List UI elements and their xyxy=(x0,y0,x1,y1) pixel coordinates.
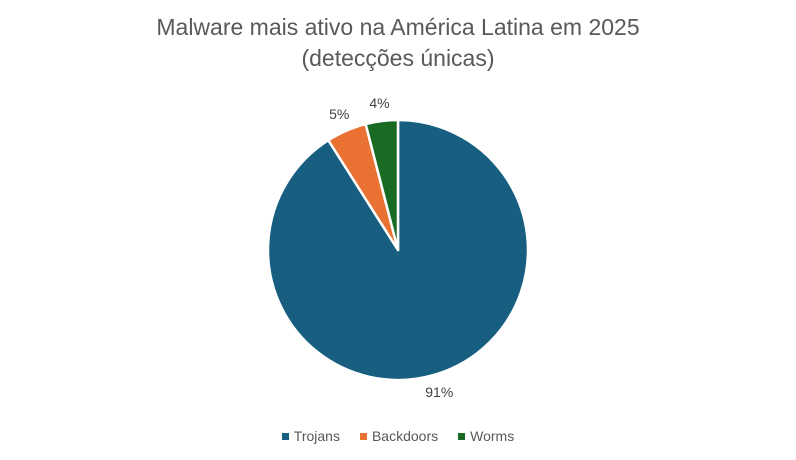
chart-subtitle: (detecções únicas) xyxy=(301,45,495,71)
legend-item-trojans: Trojans xyxy=(281,428,340,444)
legend-item-worms: Worms xyxy=(458,428,514,444)
legend-item-backdoors: Backdoors xyxy=(359,428,439,444)
legend-swatch-worms xyxy=(458,432,466,440)
legend-label: Backdoors xyxy=(371,428,439,444)
data-label-worms: 4% xyxy=(369,95,390,112)
chart-title-line1: Malware mais ativo na América Latina em … xyxy=(156,14,640,40)
pie-slice-trojans xyxy=(266,118,530,382)
chart-title: Malware mais ativo na América Latina em … xyxy=(0,12,796,74)
data-label-trojans: 91% xyxy=(425,384,454,401)
legend-swatch-trojans xyxy=(281,432,289,440)
pie-slices xyxy=(266,118,530,382)
legend-label: Worms xyxy=(470,428,515,444)
pie-slice-worms xyxy=(364,118,400,252)
legend-label: Trojans xyxy=(293,428,340,444)
legend-swatch-backdoors xyxy=(359,432,367,440)
chart-legend: Trojans Backdoors Worms xyxy=(0,428,796,444)
data-label-backdoors: 5% xyxy=(329,106,350,123)
